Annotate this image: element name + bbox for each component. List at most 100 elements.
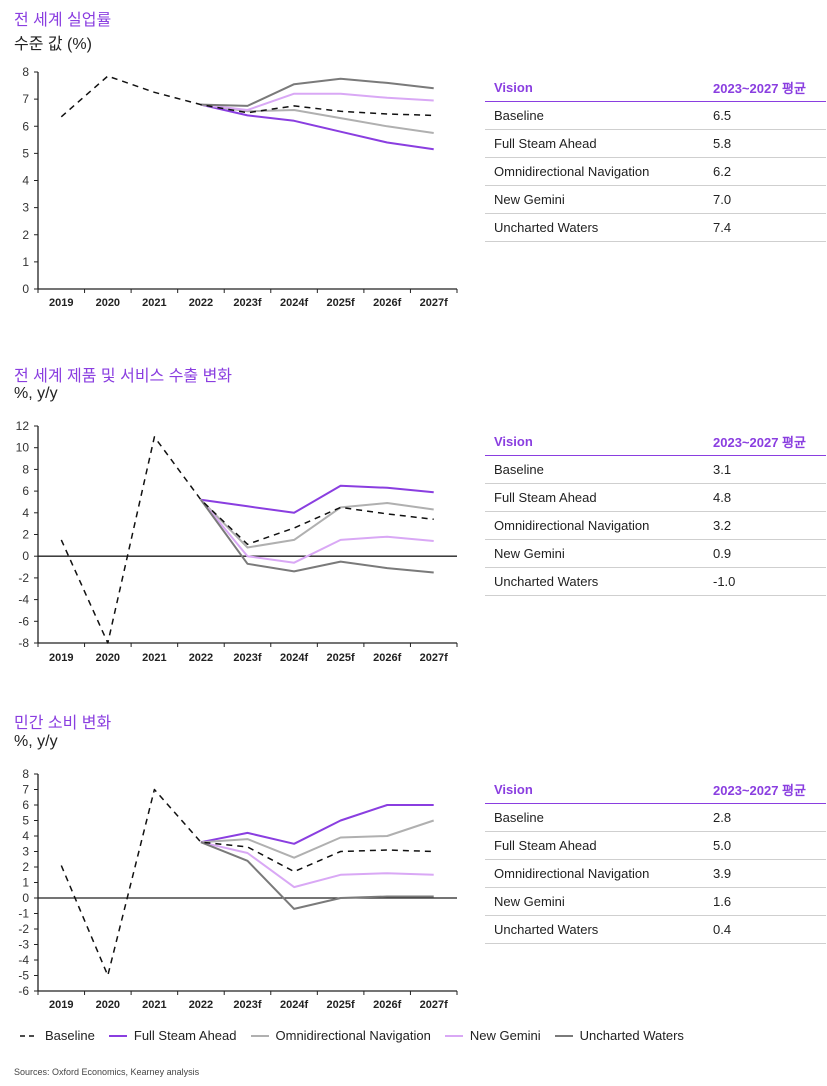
x-tick-label: 2027f xyxy=(420,652,448,664)
table-cell: Full Steam Ahead xyxy=(485,129,704,158)
table-row: Omnidirectional Navigation 3.2 xyxy=(485,511,826,540)
legend-swatch xyxy=(108,1034,127,1037)
x-tick-label: 2021 xyxy=(142,297,166,309)
y-tick-label: 5 xyxy=(22,814,29,828)
series-line-uncharted-waters xyxy=(200,499,434,574)
chart-title: 민간 소비 변화 xyxy=(14,715,112,732)
y-tick-label: 2 xyxy=(22,528,29,542)
table-cell: 6.2 xyxy=(704,157,826,186)
x-tick-label: 2019 xyxy=(49,652,73,664)
legend-item-omnidirectional-navigation: Omnidirectional Navigation xyxy=(250,1028,431,1043)
series-line-full-steam-ahead xyxy=(200,103,434,151)
table-row: Full Steam Ahead 4.8 xyxy=(485,483,826,512)
legend-swatch xyxy=(250,1034,269,1037)
x-tick-label: 2024f xyxy=(280,999,308,1011)
consumption-table: Vision 2023~2027 평균 Baseline 2.8 Full Steam … xyxy=(485,775,826,944)
table-cell: 7.4 xyxy=(704,213,826,242)
y-tick-label: 8 xyxy=(22,65,29,79)
x-tick-label: 2025f xyxy=(327,999,355,1011)
x-tick-label: 2023f xyxy=(233,297,261,309)
table-cell: 3.1 xyxy=(704,455,826,484)
y-tick-label: 1 xyxy=(22,255,29,269)
table-cell: Full Steam Ahead xyxy=(485,831,704,860)
table-header-cell: 2023~2027 평균 xyxy=(704,73,826,102)
x-tick-label: 2021 xyxy=(142,652,166,664)
legend-swatch xyxy=(444,1034,463,1037)
x-tick-label: 2026f xyxy=(373,297,401,309)
table-cell: New Gemini xyxy=(485,539,704,568)
table-cell: 2.8 xyxy=(704,803,826,832)
x-tick-label: 2019 xyxy=(49,999,73,1011)
x-tick-label: 2021 xyxy=(142,999,166,1011)
unemployment-table: Vision 2023~2027 평균 Baseline 6.5 Full Steam … xyxy=(485,73,826,242)
exports-chart: -8 -6 -4 -2 0 2 4 6 8 10 12 2019 2020 2021 2022 2023f 20… xyxy=(16,419,458,664)
table-cell: Baseline xyxy=(485,803,704,832)
y-tick-label: 6 xyxy=(22,484,29,498)
y-tick-label: 4 xyxy=(22,174,29,188)
source-note: Sources: Oxford Economics, Kearney analy… xyxy=(14,1067,200,1077)
x-tick-label: 2026f xyxy=(373,999,401,1011)
table-row: Full Steam Ahead 5.0 xyxy=(485,831,826,860)
y-tick-label: 10 xyxy=(16,441,30,455)
y-tick-label: 3 xyxy=(22,845,29,859)
table-header-row: Vision 2023~2027 평균 xyxy=(485,73,826,102)
series-line-uncharted-waters xyxy=(200,77,434,107)
x-tick-label: 2020 xyxy=(96,297,120,309)
y-tick-label: -4 xyxy=(18,953,29,967)
y-tick-label: -6 xyxy=(18,614,29,628)
y-tick-label: -8 xyxy=(18,636,29,650)
consumption-chart: -6-5 -4-3 -2-1 01 23 45 67 8 2019 2020 2021 2022 202… xyxy=(18,767,458,1011)
y-tick-label: -6 xyxy=(18,984,29,998)
legend-label: Omnidirectional Navigation xyxy=(275,1028,431,1043)
legend-label: New Gemini xyxy=(469,1028,541,1043)
series-line-new-gemini xyxy=(200,841,434,889)
x-tick-label: 2022 xyxy=(189,999,213,1011)
series-line-omnidirectional-navigation xyxy=(200,819,435,859)
x-tick-label: 2024f xyxy=(280,297,308,309)
table-row: Baseline 6.5 xyxy=(485,101,826,130)
table-cell: 0.9 xyxy=(704,539,826,568)
series-line-baseline xyxy=(60,788,434,977)
legend-item-uncharted-waters: Uncharted Waters xyxy=(554,1028,684,1043)
series-line-uncharted-waters xyxy=(200,841,434,910)
y-tick-label: 12 xyxy=(16,419,30,433)
x-tick-label: 2025f xyxy=(327,652,355,664)
y-tick-label: -1 xyxy=(18,907,29,921)
table-header-cell: Vision xyxy=(485,427,704,456)
legend-swatch xyxy=(554,1034,573,1037)
table-cell: Uncharted Waters xyxy=(485,915,704,944)
series-line-new-gemini xyxy=(200,92,434,111)
y-tick-label: 0 xyxy=(22,282,29,296)
table-row: New Gemini 7.0 xyxy=(485,185,826,214)
table-header-cell: 2023~2027 평균 xyxy=(704,775,826,804)
legend: Baseline Full Steam Ahead Omnidirectional … xyxy=(20,1028,698,1043)
y-tick-label: -4 xyxy=(18,593,29,607)
series-line-omnidirectional-navigation xyxy=(200,499,434,549)
y-tick-label: -5 xyxy=(18,969,29,983)
y-tick-label: 2 xyxy=(22,228,29,242)
series-line-omnidirectional-navigation xyxy=(200,103,434,134)
y-tick-label: 4 xyxy=(22,829,29,843)
x-tick-label: 2027f xyxy=(420,999,448,1011)
table-row: Omnidirectional Navigation 3.9 xyxy=(485,859,826,888)
y-tick-label: 2 xyxy=(22,860,29,874)
table-cell: 3.2 xyxy=(704,511,826,540)
table-row: New Gemini 1.6 xyxy=(485,887,826,916)
unemployment-chart: 0 1 2 3 4 5 6 7 8 2019 2020 2021 2022 2023f 2024f 2025f… xyxy=(22,65,458,309)
x-tick-label: 2023f xyxy=(233,652,261,664)
x-tick-label: 2026f xyxy=(373,652,401,664)
x-tick-label: 2022 xyxy=(189,297,213,309)
table-row: Uncharted Waters 0.4 xyxy=(485,915,826,944)
table-cell: 0.4 xyxy=(704,915,826,944)
y-tick-label: 1 xyxy=(22,876,29,890)
chart-title: 전 세계 제품 및 서비스 수출 변화 xyxy=(14,368,233,385)
exports-table: Vision 2023~2027 평균 Baseline 3.1 Full Steam … xyxy=(485,427,826,596)
series-line-baseline xyxy=(60,436,434,644)
y-tick-label: 6 xyxy=(22,798,29,812)
legend-item-full-steam-ahead: Full Steam Ahead xyxy=(108,1028,237,1043)
y-tick-label: 7 xyxy=(22,92,29,106)
table-row: Omnidirectional Navigation 6.2 xyxy=(485,157,826,186)
chart-unit: 수준 값 (%) xyxy=(14,36,92,53)
table-header-row: Vision 2023~2027 평균 xyxy=(485,775,826,804)
legend-swatch xyxy=(20,1034,38,1037)
